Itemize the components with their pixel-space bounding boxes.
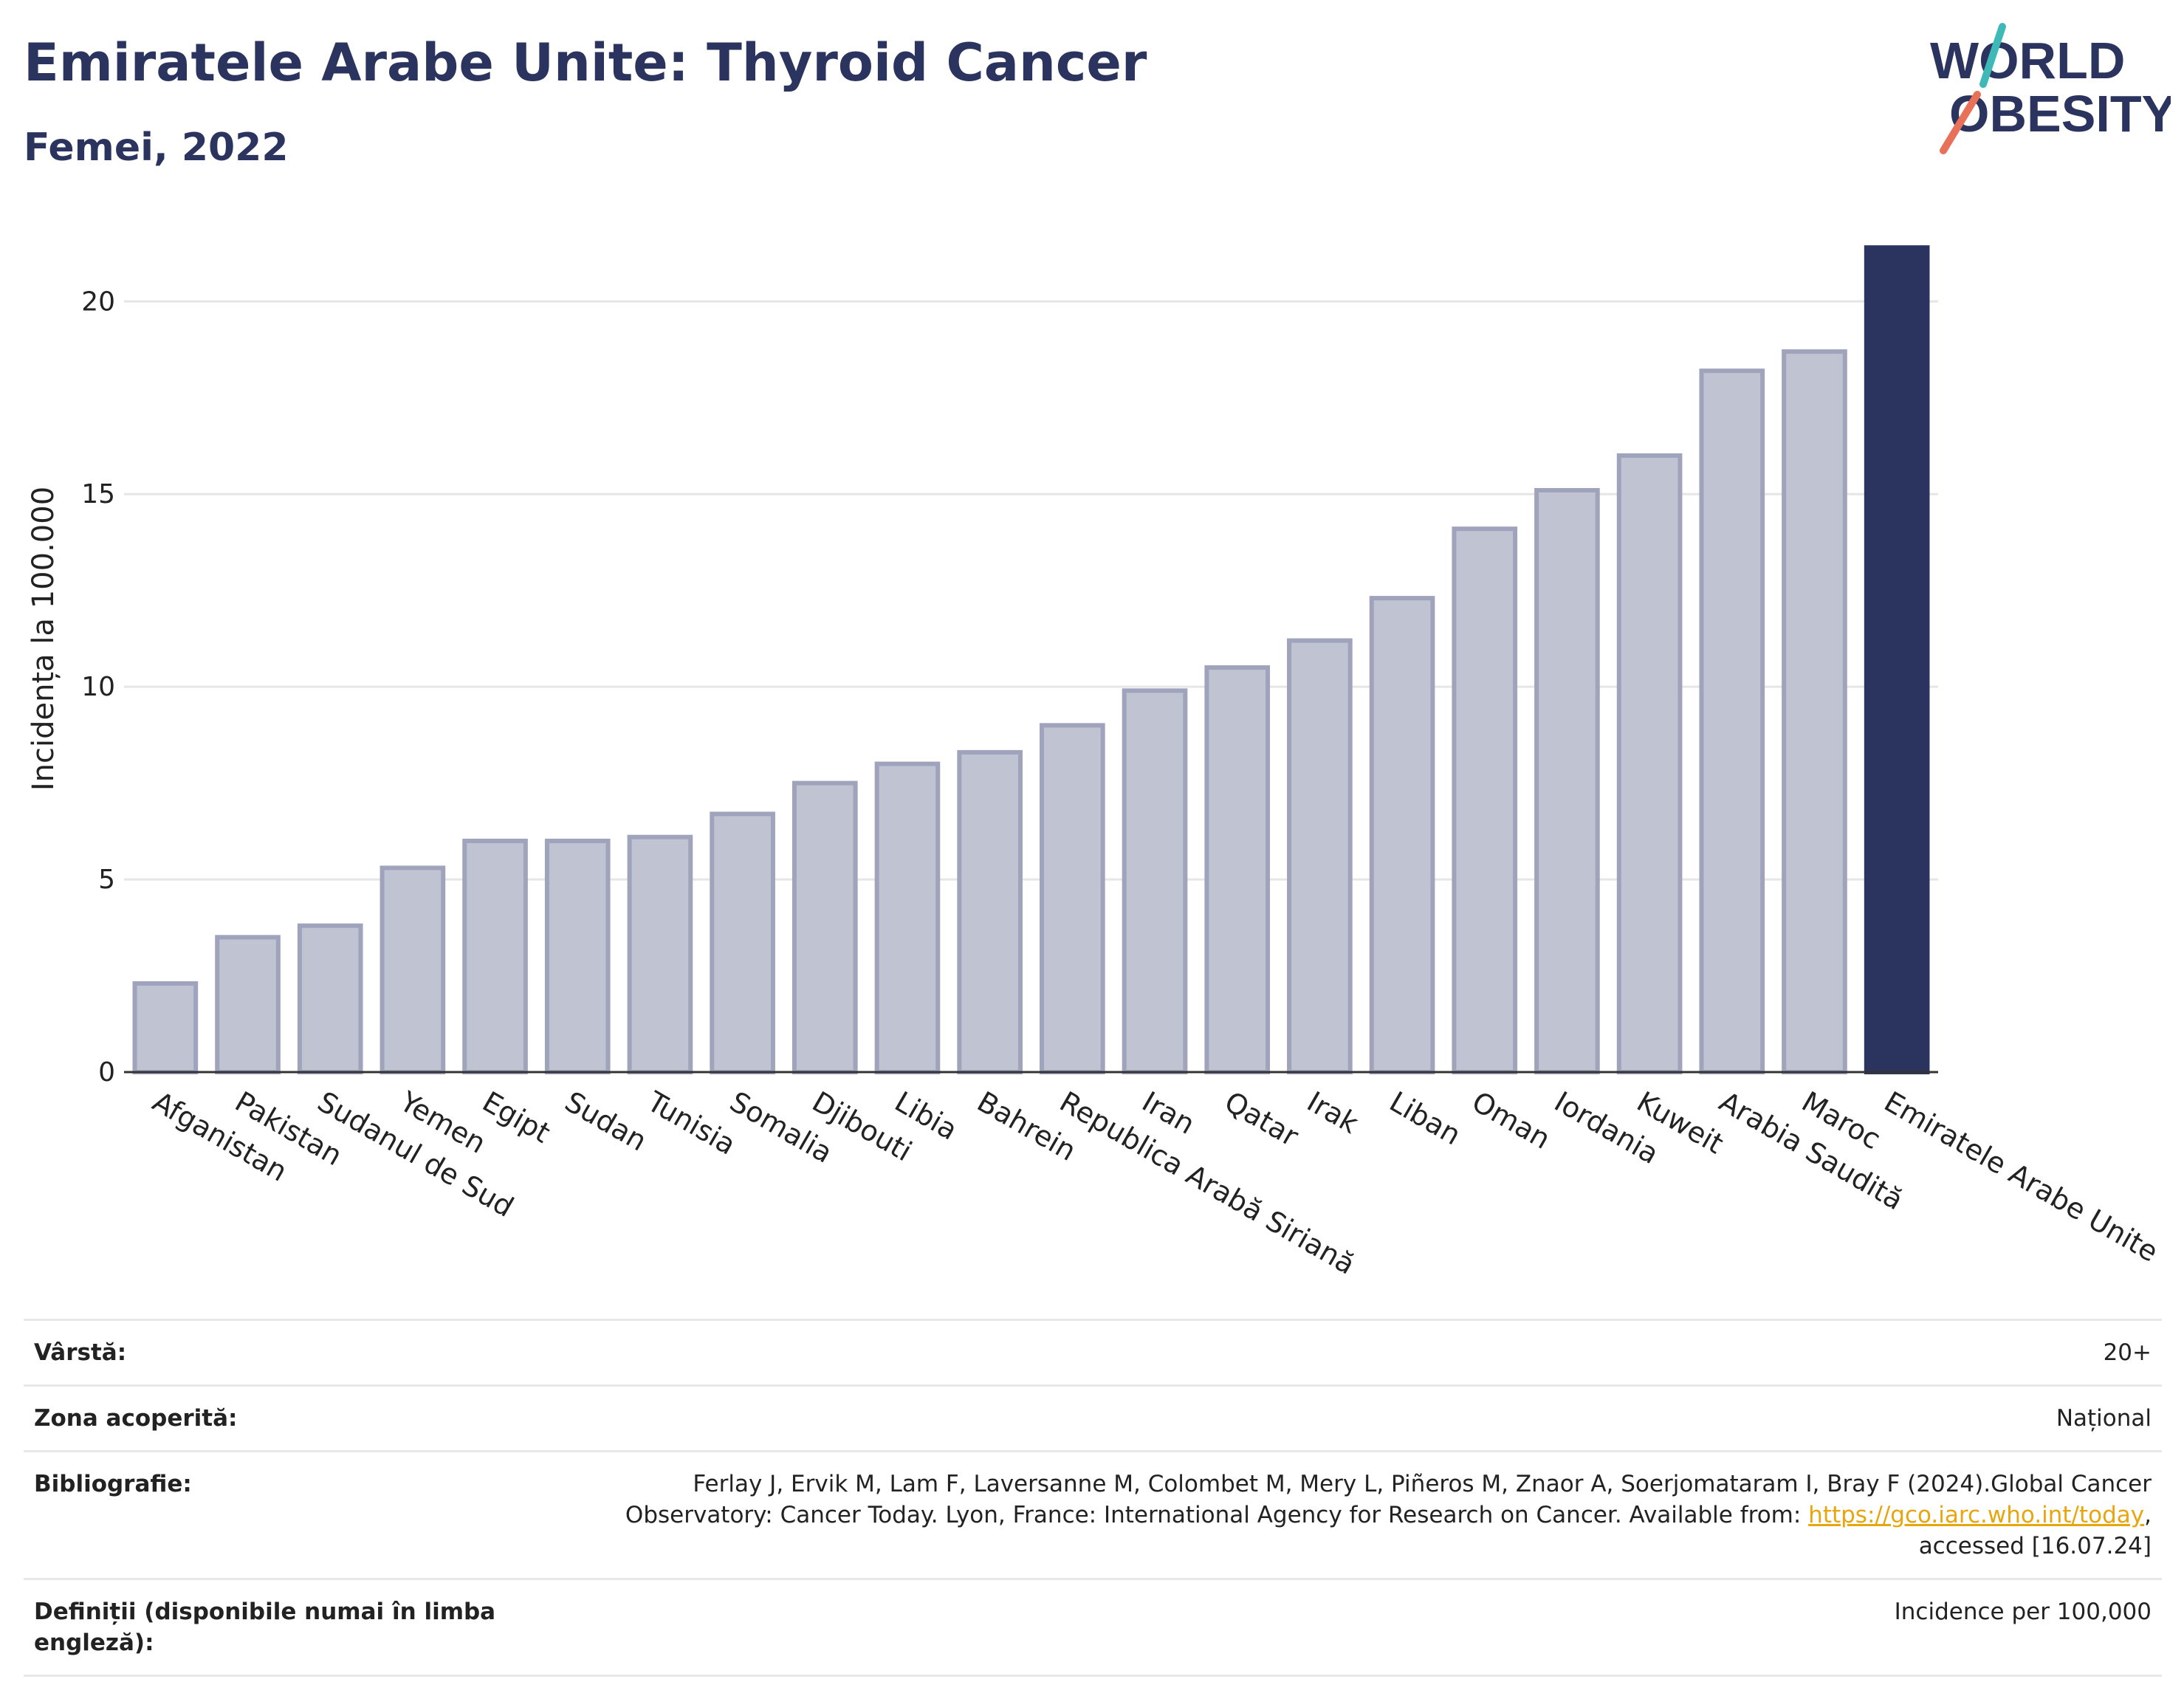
meta-row-bibliography: Bibliografie: Ferlay J, Ervik M, Lam F, …: [24, 1450, 2162, 1578]
y-axis-label: Incidența la 100.000: [27, 487, 61, 791]
x-tick-label: Irak: [1302, 1085, 1364, 1140]
bar: [1040, 723, 1105, 1074]
y-tick-label: 5: [98, 865, 115, 895]
bar: [297, 923, 363, 1074]
metadata-table: Vârstă: 20+ Zona acoperită: Național Bib…: [24, 1319, 2162, 1677]
bar: [1369, 596, 1435, 1074]
x-tick-label: Egipt: [477, 1085, 556, 1150]
logo-line1: WORLD: [1930, 32, 2125, 89]
logo-line2: OBESITY: [1949, 85, 2171, 143]
bar: [380, 865, 446, 1074]
bar: [544, 838, 611, 1074]
bar: [1616, 453, 1683, 1074]
x-tick-label: Tunisia: [642, 1085, 741, 1161]
source-link[interactable]: https://gco.iarc.who.int/today: [1808, 1502, 2145, 1528]
bars: [132, 245, 1930, 1075]
meta-value-definitions: Incidence per 100,000: [1894, 1599, 2152, 1625]
world-obesity-logo: WORLD OBESITY: [1930, 23, 2171, 154]
bar: [1782, 349, 1847, 1075]
bar: [1864, 245, 1930, 1074]
meta-value-bibliography: Ferlay J, Ervik M, Lam F, Laversanne M, …: [601, 1469, 2152, 1562]
meta-row-coverage: Zona acoperită: Național: [24, 1384, 2162, 1450]
bar: [215, 935, 281, 1075]
chart-subtitle: Femei, 2022: [24, 126, 289, 170]
meta-row-age: Vârstă: 20+: [24, 1319, 2162, 1384]
logo-slash-teal: [1979, 23, 2006, 88]
y-tick-label: 20: [81, 286, 115, 317]
meta-label-bibliography: Bibliografie:: [34, 1471, 192, 1497]
x-tick-label: Sudan: [560, 1085, 653, 1158]
meta-label-age: Vârstă:: [34, 1339, 127, 1366]
bar: [1699, 368, 1765, 1075]
bar: [1534, 487, 1600, 1074]
y-tick-label: 10: [81, 672, 115, 702]
bar: [791, 780, 858, 1074]
bar: [1452, 526, 1518, 1074]
bar: [710, 811, 775, 1075]
x-tick-label: Emiratele Arabe Unite: [1879, 1085, 2164, 1268]
logo-slash-red: [1940, 91, 1981, 154]
bar: [1204, 665, 1271, 1074]
bar: [1122, 688, 1188, 1074]
meta-label-definitions: Definiții (disponibile numai în limba en…: [34, 1599, 496, 1656]
meta-value-coverage: Național: [2056, 1405, 2152, 1432]
bar: [627, 834, 693, 1075]
bibliography-accessed: , accessed [16.07.24]: [1918, 1502, 2152, 1559]
meta-label-coverage: Zona acoperită:: [34, 1405, 238, 1432]
bibliography-text: Ferlay J, Ervik M, Lam F, Laversanne M, …: [625, 1471, 2152, 1528]
bar: [462, 838, 528, 1074]
x-tick-label: Liban: [1384, 1085, 1466, 1152]
x-tick-label: Qatar: [1219, 1085, 1304, 1153]
bar: [1287, 638, 1353, 1074]
x-tick-label: Oman: [1466, 1085, 1556, 1156]
meta-value-age: 20+: [2103, 1339, 2152, 1366]
chart-title: Emiratele Arabe Unite: Thyroid Cancer: [24, 32, 1147, 93]
y-tick-label: 0: [98, 1057, 115, 1088]
meta-row-definitions: Definiții (disponibile numai în limba en…: [24, 1578, 2162, 1677]
bar: [957, 749, 1023, 1075]
bar: [132, 981, 199, 1074]
y-tick-label: 15: [81, 479, 115, 509]
bar: [874, 761, 941, 1074]
